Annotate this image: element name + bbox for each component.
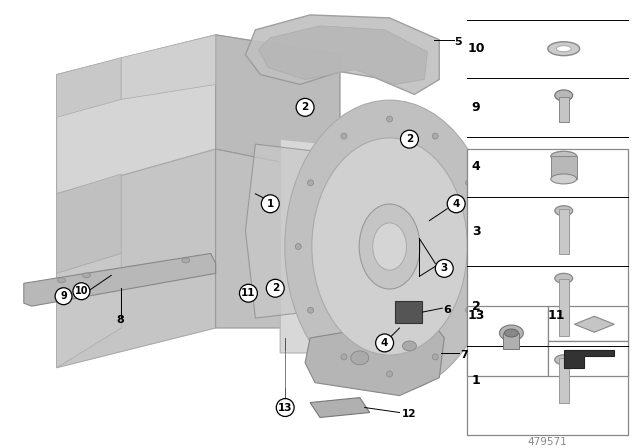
- Bar: [559, 279, 569, 336]
- Ellipse shape: [308, 180, 314, 186]
- Circle shape: [73, 283, 90, 300]
- Text: 9: 9: [472, 101, 481, 114]
- Bar: [504, 333, 519, 349]
- Polygon shape: [56, 174, 121, 273]
- Ellipse shape: [341, 133, 347, 139]
- Text: 11: 11: [548, 309, 565, 322]
- Bar: [548, 341, 628, 376]
- Text: 13: 13: [467, 309, 484, 322]
- Text: 1: 1: [472, 374, 481, 387]
- Ellipse shape: [341, 354, 347, 360]
- Polygon shape: [575, 316, 614, 332]
- Ellipse shape: [432, 133, 438, 139]
- Ellipse shape: [555, 90, 573, 101]
- Circle shape: [239, 284, 257, 302]
- Text: 11: 11: [241, 288, 256, 298]
- Polygon shape: [305, 318, 444, 396]
- Polygon shape: [56, 58, 121, 117]
- Ellipse shape: [499, 325, 524, 341]
- Circle shape: [401, 130, 419, 148]
- Bar: [559, 97, 569, 122]
- Ellipse shape: [58, 278, 65, 283]
- Ellipse shape: [322, 152, 457, 341]
- Ellipse shape: [372, 223, 406, 270]
- Text: 1: 1: [267, 199, 274, 209]
- Circle shape: [266, 279, 284, 297]
- Text: 2: 2: [406, 134, 413, 144]
- Text: 4: 4: [452, 199, 460, 209]
- Circle shape: [447, 195, 465, 213]
- Polygon shape: [121, 35, 216, 99]
- Ellipse shape: [387, 116, 392, 122]
- Text: 8: 8: [116, 315, 124, 325]
- Bar: [394, 301, 422, 323]
- Ellipse shape: [182, 258, 190, 263]
- Bar: [559, 358, 569, 403]
- Ellipse shape: [359, 204, 420, 289]
- Circle shape: [55, 288, 72, 305]
- Text: 13: 13: [278, 403, 292, 413]
- Polygon shape: [56, 254, 121, 368]
- Polygon shape: [259, 26, 428, 85]
- Polygon shape: [56, 35, 340, 194]
- Circle shape: [376, 334, 394, 352]
- Ellipse shape: [308, 307, 314, 313]
- Bar: [559, 209, 569, 254]
- Polygon shape: [310, 397, 370, 418]
- Text: 6: 6: [444, 305, 451, 315]
- Text: 10: 10: [467, 42, 485, 55]
- Ellipse shape: [556, 46, 571, 52]
- Polygon shape: [216, 149, 340, 328]
- Text: 12: 12: [401, 409, 416, 419]
- Ellipse shape: [432, 354, 438, 360]
- Text: 4: 4: [381, 338, 388, 348]
- Ellipse shape: [551, 151, 577, 161]
- Polygon shape: [280, 139, 429, 353]
- Text: 7: 7: [460, 350, 468, 360]
- Text: 5: 5: [454, 37, 462, 47]
- Bar: [548, 306, 628, 341]
- Ellipse shape: [551, 174, 577, 184]
- Text: 4: 4: [472, 160, 481, 173]
- Polygon shape: [56, 149, 216, 368]
- Text: 9: 9: [60, 291, 67, 301]
- Text: 2: 2: [301, 102, 308, 112]
- Ellipse shape: [83, 273, 90, 278]
- Ellipse shape: [403, 341, 417, 351]
- Polygon shape: [24, 254, 216, 306]
- Ellipse shape: [387, 371, 392, 377]
- Circle shape: [276, 399, 294, 417]
- Text: 2: 2: [271, 283, 279, 293]
- Text: 10: 10: [75, 286, 88, 296]
- Ellipse shape: [466, 307, 472, 313]
- Bar: [467, 306, 548, 376]
- Ellipse shape: [478, 244, 484, 250]
- Text: 3: 3: [472, 225, 481, 238]
- Ellipse shape: [351, 351, 369, 365]
- Ellipse shape: [555, 206, 573, 215]
- Bar: [467, 149, 628, 435]
- Ellipse shape: [466, 180, 472, 186]
- Polygon shape: [246, 15, 439, 95]
- Ellipse shape: [555, 355, 573, 365]
- Circle shape: [261, 195, 279, 213]
- Circle shape: [296, 99, 314, 116]
- Ellipse shape: [504, 329, 518, 337]
- Text: 479571: 479571: [528, 437, 568, 448]
- Ellipse shape: [312, 138, 467, 355]
- Text: 3: 3: [440, 263, 448, 273]
- Ellipse shape: [295, 244, 301, 250]
- Polygon shape: [246, 144, 355, 318]
- Circle shape: [435, 259, 453, 277]
- Text: 2: 2: [472, 300, 481, 313]
- Polygon shape: [564, 350, 614, 368]
- Ellipse shape: [548, 42, 580, 56]
- Ellipse shape: [555, 273, 573, 283]
- Ellipse shape: [285, 100, 494, 393]
- Bar: [551, 156, 577, 179]
- Polygon shape: [216, 35, 340, 174]
